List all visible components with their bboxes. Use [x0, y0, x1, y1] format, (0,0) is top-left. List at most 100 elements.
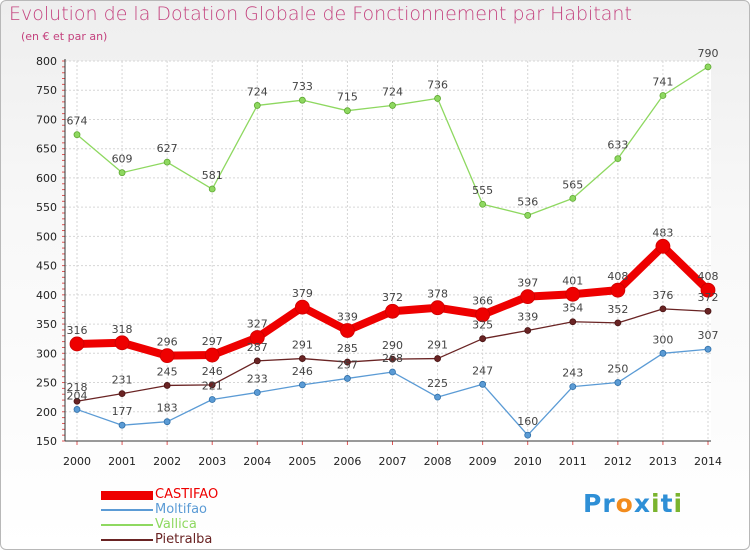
data-point-pietralba: [704, 307, 712, 315]
data-point-pietralba: [524, 327, 532, 334]
data-label-moltifao: 233: [247, 372, 268, 385]
data-label-vallica: 565: [562, 178, 583, 191]
y-tick-label: 600: [36, 172, 57, 185]
data-point-moltifao: [389, 368, 396, 376]
data-point-pietralba: [659, 305, 667, 313]
y-tick-label: 500: [36, 230, 57, 243]
data-point-moltifao: [298, 381, 306, 389]
data-label-moltifao: 246: [292, 365, 313, 378]
data-label-castifao: 378: [427, 288, 448, 301]
data-label-pietralba: 245: [157, 365, 178, 378]
x-tick-label: 2002: [153, 455, 181, 468]
data-label-pietralba: 325: [472, 319, 493, 332]
y-tick-label: 250: [36, 377, 57, 390]
x-tick-label: 2008: [424, 455, 452, 468]
data-label-castifao: 339: [337, 311, 358, 324]
data-point-moltifao: [208, 396, 216, 403]
data-point-pietralba: [479, 335, 487, 343]
data-point-vallica: [298, 96, 306, 104]
x-tick-label: 2010: [514, 455, 542, 468]
y-tick-label: 400: [36, 289, 57, 302]
chart-subtitle: (en € et par an): [21, 30, 108, 43]
data-point-moltifao: [73, 406, 81, 413]
data-point-vallica: [524, 211, 532, 219]
data-label-moltifao: 243: [562, 367, 583, 380]
logo-letter: P: [583, 489, 603, 518]
legend-item-vallica: Vallica: [101, 517, 301, 532]
x-tick-label: 2001: [108, 455, 136, 468]
data-label-pietralba: 291: [292, 339, 313, 352]
axes: 150 200 250 300 350 400 450 500 550 600 650 700 750 8…: [36, 55, 722, 468]
data-point-moltifao: [253, 389, 261, 396]
data-label-castifao: 408: [607, 270, 628, 283]
y-tick-label: 700: [36, 113, 57, 126]
data-label-vallica: 555: [472, 184, 493, 197]
legend-item-pietralba: Pietralba: [101, 532, 301, 547]
data-point-castifao: [475, 307, 491, 323]
data-label-moltifao: 183: [157, 402, 178, 415]
legend-label: Moltifao: [155, 502, 207, 517]
data-point-castifao: [159, 348, 175, 364]
data-label-moltifao: 204: [67, 389, 88, 402]
data-point-vallica: [569, 194, 577, 202]
x-tick-label: 2004: [243, 455, 271, 468]
y-tick-label: 150: [36, 435, 57, 448]
gridlines: [65, 60, 711, 442]
data-point-pietralba: [389, 355, 396, 363]
data-point-moltifao: [118, 421, 126, 429]
data-point-moltifao: [659, 349, 667, 357]
data-label-moltifao: 268: [382, 352, 403, 365]
data-point-vallica: [389, 102, 396, 109]
legend-item-castifao: CASTIFAO: [101, 487, 301, 502]
x-tick-label: 2013: [649, 455, 677, 468]
data-point-pietralba: [344, 358, 351, 366]
data-point-vallica: [253, 102, 261, 109]
data-point-castifao: [565, 286, 581, 302]
plot-area: [65, 61, 711, 441]
y-tick-label: 450: [36, 260, 57, 273]
proxiti-logo: Proxiti: [583, 489, 683, 518]
data-label-moltifao: 177: [112, 405, 133, 418]
data-label-castifao: 408: [698, 270, 719, 283]
data-label-moltifao: 247: [472, 364, 493, 377]
data-label-moltifao: 307: [698, 329, 719, 342]
data-point-moltifao: [479, 380, 487, 388]
data-label-castifao: 318: [112, 323, 133, 336]
data-label-castifao: 401: [562, 274, 583, 287]
data-point-vallica: [434, 95, 441, 102]
data-label-vallica: 674: [67, 115, 88, 128]
data-label-pietralba: 287: [247, 341, 268, 354]
data-label-pietralba: 231: [112, 374, 133, 387]
data-label-castifao: 297: [202, 335, 223, 348]
legend-item-moltifao: Moltifao: [101, 502, 301, 517]
data-label-castifao: 483: [652, 226, 673, 239]
x-tick-label: 2000: [63, 455, 91, 468]
data-label-moltifao: 257: [337, 358, 358, 371]
data-label-vallica: 724: [382, 85, 403, 98]
data-point-pietralba: [208, 381, 216, 389]
data-point-vallica: [704, 63, 712, 71]
data-label-vallica: 790: [698, 47, 719, 60]
data-label-vallica: 724: [247, 85, 268, 98]
data-point-moltifao: [163, 418, 171, 426]
chart-title: Evolution de la Dotation Globale de Fonc…: [9, 3, 632, 25]
data-label-castifao: 296: [157, 336, 178, 349]
data-point-moltifao: [434, 393, 441, 401]
data-label-castifao: 327: [247, 318, 268, 331]
data-label-castifao: 372: [382, 291, 403, 304]
data-point-castifao: [204, 347, 220, 363]
data-point-vallica: [479, 200, 487, 208]
data-point-moltifao: [344, 375, 351, 382]
y-tick-label: 750: [36, 84, 57, 97]
data-labels: 204 177 183 221 233 246 257 268 225 247 160 243 250 3…: [67, 47, 719, 428]
data-point-castifao: [385, 303, 400, 319]
legend-swatch: [101, 539, 153, 541]
data-point-castifao: [430, 300, 445, 316]
legend-swatch: [101, 509, 153, 511]
data-point-vallica: [208, 185, 216, 193]
data-point-castifao: [340, 323, 355, 338]
data-point-vallica: [344, 107, 351, 115]
series-lines: [69, 63, 716, 439]
